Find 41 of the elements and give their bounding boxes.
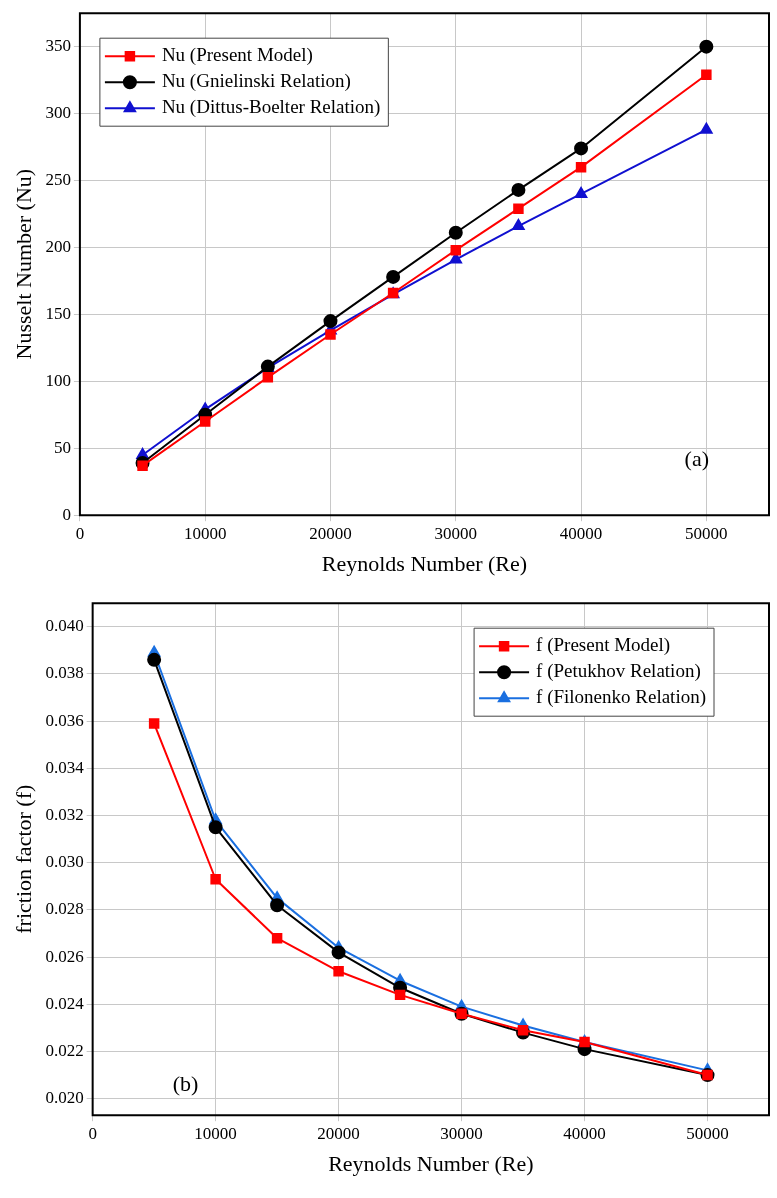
- x-tick-label: 50000: [686, 1123, 729, 1143]
- y-tick-label: 250: [45, 170, 71, 189]
- y-axis-title: Nusselt Number (Nu): [10, 168, 36, 360]
- legend-label: f (Filonenko Relation): [536, 686, 707, 709]
- x-tick-label: 40000: [559, 523, 603, 543]
- legend-label: Nu (Gnielinski Relation): [161, 70, 351, 93]
- y-tick-label: 350: [45, 36, 71, 56]
- x-tick-label: 20000: [317, 1123, 360, 1143]
- y-tick-label: 0.040: [45, 616, 84, 636]
- y-tick-label: 0.032: [45, 805, 84, 825]
- x-tick-label: 40000: [563, 1123, 606, 1143]
- x-tick-label: 30000: [434, 523, 478, 543]
- x-tick-label: 10000: [183, 523, 227, 543]
- y-tick-label: 0.036: [45, 710, 84, 730]
- y-tick-label: 50: [53, 437, 71, 457]
- x-tick-label: 10000: [194, 1123, 237, 1143]
- y-tick-label: 0: [62, 504, 71, 524]
- y-tick-label: 300: [45, 103, 71, 123]
- y-tick-label: 0.026: [45, 946, 84, 966]
- legend-label: f (Present Model): [536, 634, 671, 657]
- y-tick-label: 0.022: [45, 1040, 84, 1060]
- annotation: (b): [172, 1070, 199, 1096]
- legend-label: Nu (Present Model): [161, 44, 313, 67]
- y-tick-label: 0.028: [45, 899, 84, 919]
- y-tick-label: 0.038: [45, 663, 84, 683]
- y-axis-title: friction factor (f): [10, 784, 36, 934]
- legend-label: f (Petukhov Relation): [536, 660, 701, 683]
- y-tick-label: 0.030: [45, 852, 84, 872]
- x-tick-label: 30000: [440, 1123, 483, 1143]
- x-tick-label: 20000: [309, 523, 352, 543]
- y-tick-label: 0.020: [45, 1088, 84, 1108]
- legend-label: Nu (Dittus-Boelter Relation): [161, 96, 381, 119]
- y-tick-label: 100: [45, 370, 71, 390]
- y-tick-label: 150: [45, 303, 71, 323]
- annotation: (a): [684, 445, 709, 471]
- y-tick-label: 0.024: [45, 993, 85, 1013]
- x-axis-title: Reynolds Number (Re): [328, 1150, 534, 1176]
- y-tick-label: 200: [45, 236, 71, 256]
- y-tick-label: 0.034: [45, 757, 85, 777]
- x-tick-label: 50000: [685, 523, 728, 543]
- x-axis-title: Reynolds Number (Re): [321, 550, 528, 576]
